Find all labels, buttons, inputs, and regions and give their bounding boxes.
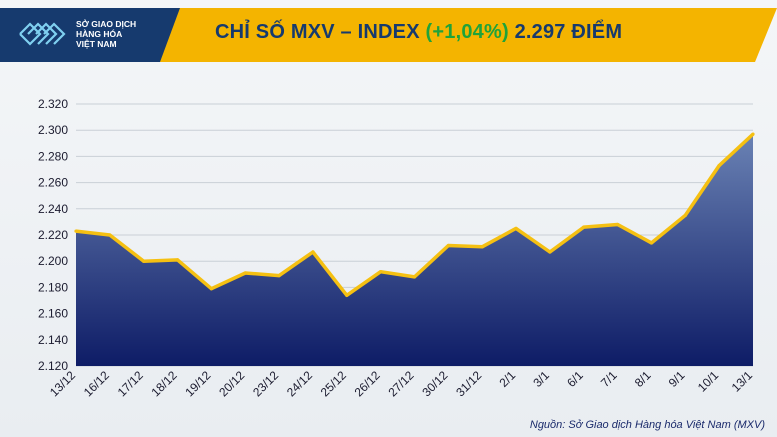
x-tick-label: 26/12 (352, 368, 383, 399)
data-point (243, 271, 247, 275)
y-tick-label: 2.300 (38, 123, 68, 137)
y-tick-label: 2.140 (38, 333, 68, 347)
x-tick-label: 27/12 (385, 368, 416, 399)
y-tick-label: 2.200 (38, 254, 68, 268)
x-axis-ticks: 13/12 16/12 17/12 18/12 19/12 20/12 23/12 24/12… (47, 368, 755, 399)
data-point (311, 250, 315, 254)
y-tick-label: 2.240 (38, 202, 68, 216)
y-tick-label: 2.120 (38, 359, 68, 373)
x-tick-label: 25/12 (318, 368, 349, 399)
chart-title: CHỈ SỐ MXV – INDEX (+1,04%) 2.297 ĐIỂM (215, 21, 622, 44)
mxv-logo-icon (19, 22, 66, 46)
mxv-logo: SỞ GIAO DỊCH HÀNG HÓA VIỆT NAM (18, 12, 168, 56)
x-tick-label: 9/1 (666, 368, 688, 390)
data-point (751, 132, 755, 136)
x-tick-label: 20/12 (216, 368, 247, 399)
y-tick-label: 2.260 (38, 176, 68, 190)
y-tick-label: 2.320 (38, 97, 68, 111)
data-point (446, 243, 450, 248)
logo-line-2: HÀNG HÓA (76, 29, 123, 39)
x-tick-label: 17/12 (115, 368, 146, 399)
x-tick-label: 23/12 (250, 368, 281, 399)
logo-text: SỞ GIAO DỊCH HÀNG HÓA VIỆT NAM (76, 19, 136, 49)
banner-shape (0, 8, 777, 62)
x-tick-label: 19/12 (182, 368, 213, 399)
title-prefix: CHỈ SỐ MXV – INDEX (215, 21, 426, 43)
data-point (108, 233, 112, 237)
data-point (345, 293, 349, 297)
data-point (175, 258, 180, 262)
title-change: (+1,04%) (425, 21, 509, 43)
y-tick-label: 2.280 (38, 149, 68, 163)
y-tick-label: 2.180 (38, 280, 68, 294)
x-tick-label: 6/1 (564, 368, 586, 390)
data-point (683, 213, 687, 217)
x-tick-label: 31/12 (453, 368, 484, 399)
source-note: Nguồn: Sở Giao dịch Hàng hóa Việt Nam (M… (529, 419, 765, 431)
x-tick-label: 10/1 (695, 368, 722, 395)
x-tick-label: 7/1 (598, 368, 620, 390)
data-point (480, 245, 484, 249)
area-fill (76, 134, 753, 366)
logo-line-1: SỞ GIAO DỊCH (76, 19, 137, 29)
data-point (649, 241, 654, 245)
data-point (209, 287, 213, 291)
data-point (548, 250, 552, 254)
data-point (412, 275, 417, 279)
x-tick-label: 2/1 (496, 368, 518, 390)
y-tick-label: 2.160 (38, 307, 68, 321)
x-tick-label: 30/12 (419, 368, 450, 399)
y-axis-ticks: 2.120 2.140 2.160 2.180 2.200 2.220 2.240 2.260… (38, 97, 68, 373)
data-point (142, 259, 146, 263)
x-tick-label: 16/12 (81, 368, 112, 399)
data-points (74, 132, 755, 297)
data-point (379, 270, 383, 274)
x-tick-label: 18/12 (149, 368, 180, 399)
x-tick-label: 3/1 (530, 368, 552, 390)
data-point (717, 163, 721, 168)
x-tick-label: 24/12 (284, 368, 315, 399)
logo-line-3: VIỆT NAM (76, 39, 117, 49)
data-point (616, 222, 620, 227)
x-tick-label: 13/1 (729, 368, 756, 395)
title-suffix: 2.297 ĐIỂM (508, 21, 623, 43)
y-tick-label: 2.220 (38, 228, 68, 242)
data-point (582, 225, 586, 229)
data-point (74, 229, 78, 233)
data-point (277, 274, 281, 278)
x-tick-label: 8/1 (632, 368, 654, 390)
data-point (514, 226, 518, 231)
header-banner: SỞ GIAO DỊCH HÀNG HÓA VIỆT NAM CHỈ SỐ MX… (0, 0, 777, 70)
